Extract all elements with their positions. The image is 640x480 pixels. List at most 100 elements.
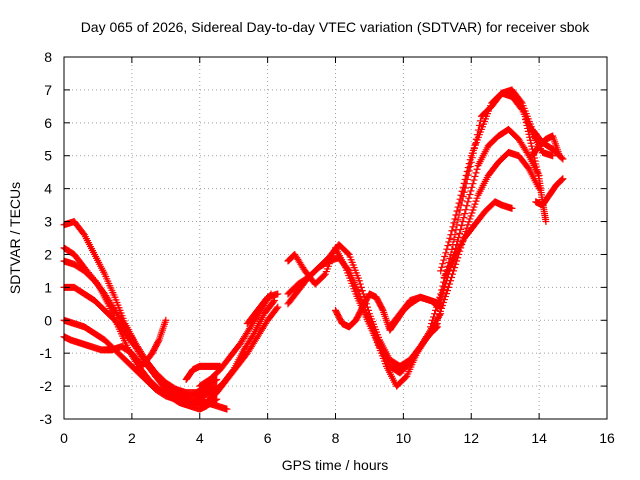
x-tick-label: 16 bbox=[599, 430, 615, 446]
data-point bbox=[443, 245, 451, 253]
data-point bbox=[223, 405, 231, 413]
data-point bbox=[439, 299, 447, 307]
data-point bbox=[443, 287, 451, 295]
data-marks bbox=[60, 86, 567, 413]
data-point bbox=[273, 304, 281, 312]
data-point bbox=[320, 271, 328, 279]
data-point bbox=[465, 218, 473, 226]
data-point bbox=[476, 117, 484, 125]
data-point bbox=[447, 277, 455, 285]
data-point bbox=[559, 155, 567, 163]
data-point bbox=[524, 127, 532, 135]
data-point bbox=[470, 176, 478, 184]
data-point bbox=[435, 310, 443, 318]
x-tick-label: 2 bbox=[128, 430, 136, 446]
data-point bbox=[472, 197, 480, 205]
x-tick-label: 4 bbox=[196, 430, 204, 446]
data-point bbox=[468, 209, 476, 217]
data-point bbox=[449, 223, 457, 231]
data-point bbox=[212, 376, 220, 384]
series-24 bbox=[528, 132, 563, 160]
data-point bbox=[428, 320, 436, 328]
data-point bbox=[356, 280, 364, 288]
data-point bbox=[464, 164, 472, 172]
data-point bbox=[442, 290, 450, 298]
data-point bbox=[448, 273, 456, 281]
data-point bbox=[451, 215, 459, 223]
y-tick-label: 8 bbox=[44, 49, 52, 65]
data-point bbox=[455, 199, 463, 207]
data-point bbox=[358, 287, 366, 295]
data-point bbox=[355, 277, 363, 285]
data-point bbox=[533, 166, 541, 174]
data-point bbox=[555, 152, 563, 160]
data-point bbox=[463, 202, 471, 210]
data-point bbox=[439, 260, 447, 268]
data-point bbox=[464, 198, 472, 206]
data-point bbox=[437, 304, 445, 312]
series-10 bbox=[203, 303, 282, 407]
data-point bbox=[445, 283, 453, 291]
data-point bbox=[462, 171, 470, 179]
data-point bbox=[465, 194, 473, 202]
data-point bbox=[162, 316, 170, 324]
data-point bbox=[558, 175, 566, 183]
data-point bbox=[435, 297, 443, 305]
y-tick-label: 5 bbox=[44, 148, 52, 164]
data-point bbox=[433, 303, 441, 311]
data-point bbox=[154, 337, 162, 345]
data-point bbox=[436, 307, 444, 315]
data-point bbox=[528, 142, 536, 150]
data-point bbox=[531, 157, 539, 165]
series-19 bbox=[433, 125, 543, 311]
series-21 bbox=[440, 198, 516, 281]
data-point bbox=[444, 242, 452, 250]
data-point bbox=[213, 376, 221, 384]
data-point bbox=[437, 267, 445, 275]
ticks bbox=[63, 56, 608, 420]
data-point bbox=[534, 172, 542, 180]
data-point bbox=[542, 218, 550, 226]
data-point bbox=[559, 175, 567, 183]
data-point bbox=[213, 395, 221, 403]
x-tick-label: 12 bbox=[463, 430, 479, 446]
data-point bbox=[433, 316, 441, 324]
data-point bbox=[532, 163, 540, 171]
data-point bbox=[466, 215, 474, 223]
y-axis-label: SDTVAR / TECUs bbox=[7, 182, 23, 294]
data-point bbox=[470, 203, 478, 211]
data-point bbox=[344, 249, 352, 257]
data-point bbox=[535, 185, 543, 193]
data-point bbox=[437, 291, 445, 299]
series-11 bbox=[243, 290, 282, 328]
chart-title: Day 065 of 2026, Sidereal Day-to-day VTE… bbox=[81, 19, 591, 35]
data-point bbox=[427, 323, 435, 331]
data-point bbox=[357, 283, 365, 291]
y-tick-label: 1 bbox=[44, 279, 52, 295]
y-tick-label: 6 bbox=[44, 115, 52, 131]
data-point bbox=[436, 294, 444, 302]
y-tick-label: -3 bbox=[40, 411, 53, 427]
data-point bbox=[452, 211, 460, 219]
data-point bbox=[508, 204, 516, 212]
data-point bbox=[364, 306, 372, 314]
data-point bbox=[459, 183, 467, 191]
data-point bbox=[450, 219, 458, 227]
data-point bbox=[438, 263, 446, 271]
data-point bbox=[462, 206, 470, 214]
data-point bbox=[526, 136, 534, 144]
data-point bbox=[439, 285, 447, 293]
data-point bbox=[526, 133, 534, 141]
series-16 bbox=[386, 293, 445, 331]
data-point bbox=[469, 180, 477, 188]
series-14 bbox=[284, 241, 445, 370]
data-point bbox=[441, 293, 449, 301]
data-point bbox=[522, 116, 530, 124]
data-point bbox=[549, 152, 557, 160]
data-point bbox=[472, 169, 480, 177]
x-tick-label: 10 bbox=[396, 430, 412, 446]
data-point bbox=[446, 280, 454, 288]
data-point bbox=[274, 303, 282, 311]
